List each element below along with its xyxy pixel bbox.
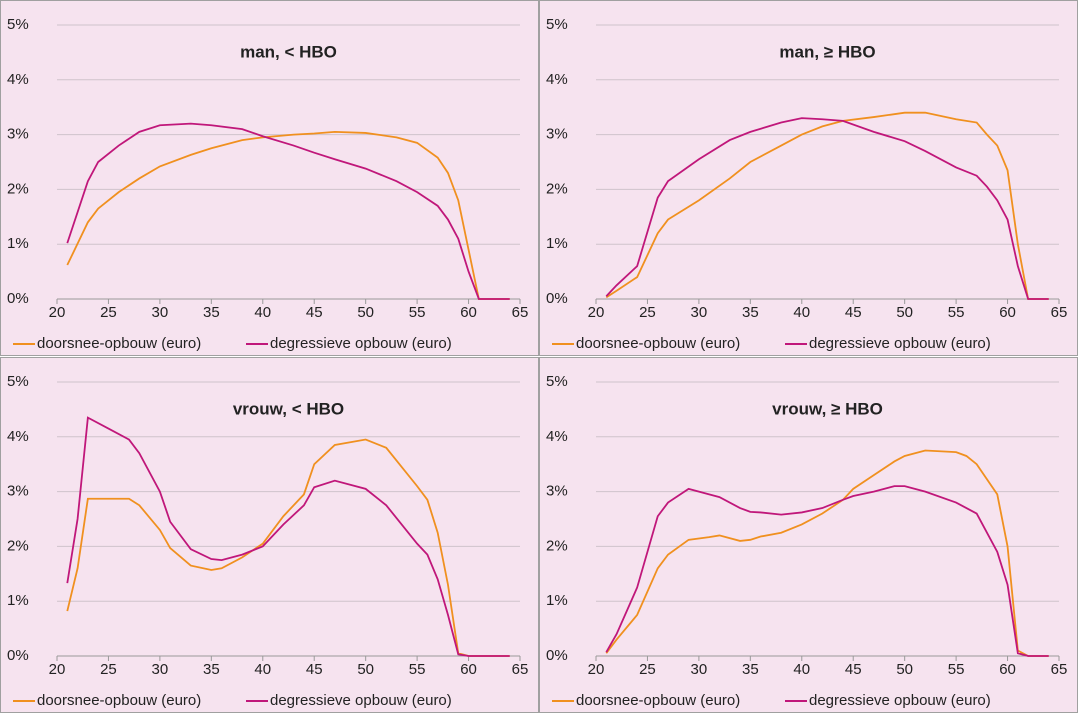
y-tick-label: 4% xyxy=(7,71,29,88)
y-tick-label: 3% xyxy=(546,126,568,143)
x-tick-label: 35 xyxy=(203,304,220,321)
series-line xyxy=(66,416,510,657)
y-tick-label: 4% xyxy=(546,71,568,88)
line-chart: 0% 1% 2% 3% 4% 5% 20 25 30 35 40 45 50 55 60 65 man, < H… xyxy=(0,0,539,356)
y-tick-label: 3% xyxy=(546,483,568,500)
x-tick-label: 65 xyxy=(1051,661,1068,678)
chart-title: man, ≥ HBO xyxy=(779,42,875,61)
x-tick-label: 20 xyxy=(49,661,66,678)
chart-title: vrouw, ≥ HBO xyxy=(772,399,883,418)
y-tick-label: 2% xyxy=(7,537,29,554)
series-line xyxy=(605,111,1049,300)
legend-label: doorsnee-opbouw (euro) xyxy=(576,692,740,709)
x-tick-label: 45 xyxy=(845,661,862,678)
x-tick-label: 20 xyxy=(49,304,66,321)
x-tick-label: 55 xyxy=(409,304,426,321)
y-tick-label: 1% xyxy=(7,592,29,609)
legend-label: degressieve opbouw (euro) xyxy=(270,335,452,352)
x-tick-label: 25 xyxy=(100,304,117,321)
x-tick-label: 20 xyxy=(588,304,605,321)
x-tick-label: 65 xyxy=(1051,304,1068,321)
x-tick-label: 60 xyxy=(999,661,1016,678)
x-tick-label: 55 xyxy=(948,661,965,678)
legend-label: degressieve opbouw (euro) xyxy=(270,692,452,709)
y-tick-label: 5% xyxy=(546,16,568,33)
series-line xyxy=(66,122,510,300)
series-line xyxy=(605,449,1049,657)
y-tick-label: 1% xyxy=(546,235,568,252)
legend-label: doorsnee-opbouw (euro) xyxy=(576,335,740,352)
y-tick-label: 4% xyxy=(546,428,568,445)
x-tick-label: 25 xyxy=(639,661,656,678)
x-tick-label: 45 xyxy=(845,304,862,321)
x-tick-label: 60 xyxy=(999,304,1016,321)
x-tick-label: 40 xyxy=(793,661,810,678)
series-line xyxy=(605,485,1049,657)
series-line xyxy=(605,117,1049,300)
x-tick-label: 50 xyxy=(357,304,374,321)
x-tick-label: 40 xyxy=(254,304,271,321)
x-tick-label: 30 xyxy=(152,304,169,321)
x-tick-label: 35 xyxy=(203,661,220,678)
y-tick-label: 1% xyxy=(7,235,29,252)
y-tick-label: 0% xyxy=(7,647,29,664)
x-tick-label: 65 xyxy=(512,661,529,678)
y-tick-label: 0% xyxy=(7,290,29,307)
series-line xyxy=(66,438,510,657)
x-tick-label: 60 xyxy=(460,304,477,321)
y-tick-label: 2% xyxy=(546,180,568,197)
x-tick-label: 35 xyxy=(742,661,759,678)
x-tick-label: 35 xyxy=(742,304,759,321)
y-tick-label: 1% xyxy=(546,592,568,609)
x-tick-label: 40 xyxy=(254,661,271,678)
y-tick-label: 5% xyxy=(546,373,568,390)
x-tick-label: 55 xyxy=(948,304,965,321)
line-chart: 0% 1% 2% 3% 4% 5% 20 25 30 35 40 45 50 55 60 65 vrouw, ≥… xyxy=(539,357,1078,713)
x-tick-label: 30 xyxy=(152,661,169,678)
x-tick-label: 50 xyxy=(357,661,374,678)
y-tick-label: 0% xyxy=(546,290,568,307)
chart-title: vrouw, < HBO xyxy=(233,399,344,418)
x-tick-label: 40 xyxy=(793,304,810,321)
x-tick-label: 20 xyxy=(588,661,605,678)
line-chart: 0% 1% 2% 3% 4% 5% 20 25 30 35 40 45 50 55 60 65 man, ≥ H… xyxy=(539,0,1078,356)
y-tick-label: 4% xyxy=(7,428,29,445)
y-tick-label: 2% xyxy=(546,537,568,554)
x-tick-label: 55 xyxy=(409,661,426,678)
legend-label: degressieve opbouw (euro) xyxy=(809,692,991,709)
x-tick-label: 30 xyxy=(691,661,708,678)
y-tick-label: 0% xyxy=(546,647,568,664)
legend-label: doorsnee-opbouw (euro) xyxy=(37,335,201,352)
y-tick-label: 3% xyxy=(7,126,29,143)
x-tick-label: 50 xyxy=(896,304,913,321)
series-line xyxy=(66,130,510,300)
legend-label: doorsnee-opbouw (euro) xyxy=(37,692,201,709)
y-tick-label: 5% xyxy=(7,373,29,390)
x-tick-label: 25 xyxy=(100,661,117,678)
x-tick-label: 65 xyxy=(512,304,529,321)
line-chart: 0% 1% 2% 3% 4% 5% 20 25 30 35 40 45 50 55 60 65 vrouw, <… xyxy=(0,357,539,713)
y-tick-label: 5% xyxy=(7,16,29,33)
x-tick-label: 60 xyxy=(460,661,477,678)
chart-title: man, < HBO xyxy=(240,42,337,61)
x-tick-label: 25 xyxy=(639,304,656,321)
x-tick-label: 30 xyxy=(691,304,708,321)
x-tick-label: 45 xyxy=(306,304,323,321)
x-tick-label: 45 xyxy=(306,661,323,678)
legend-label: degressieve opbouw (euro) xyxy=(809,335,991,352)
y-tick-label: 3% xyxy=(7,483,29,500)
y-tick-label: 2% xyxy=(7,180,29,197)
x-tick-label: 50 xyxy=(896,661,913,678)
